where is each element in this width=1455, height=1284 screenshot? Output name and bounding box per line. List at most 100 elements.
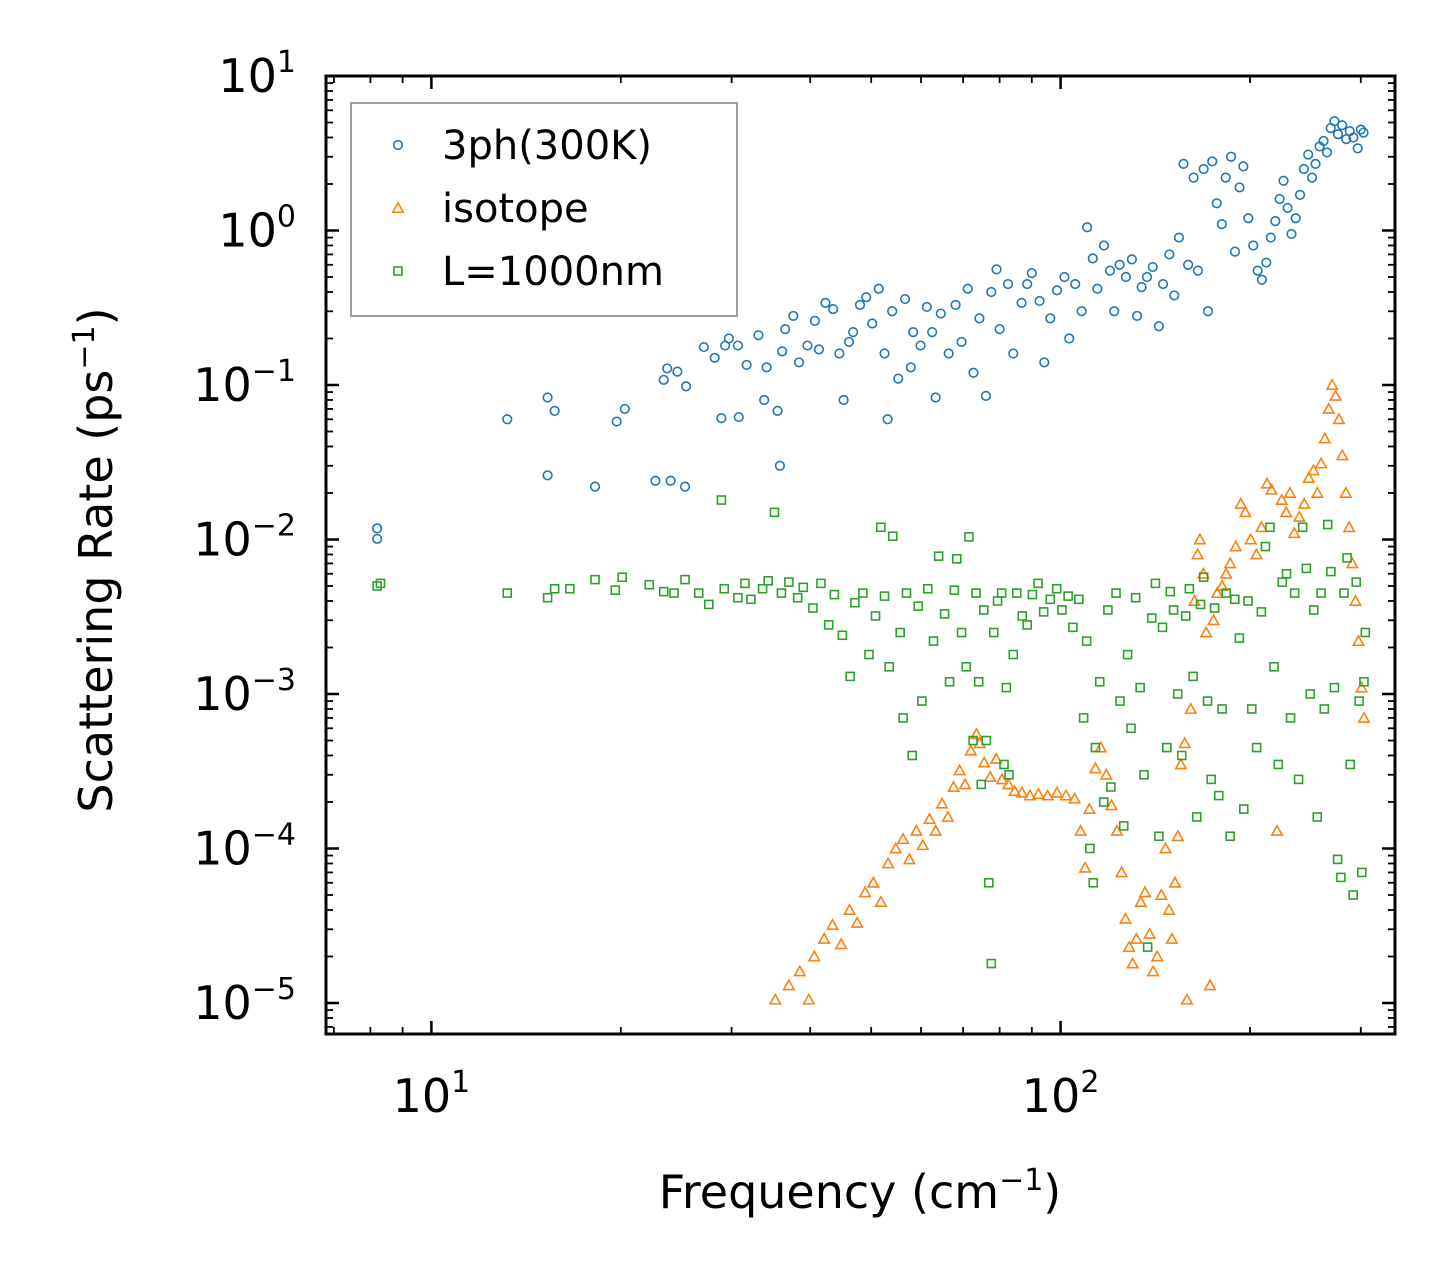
data-point — [1063, 591, 1073, 601]
data-point — [759, 394, 770, 406]
data-point — [981, 735, 992, 746]
data-point — [733, 592, 743, 603]
data-point — [1146, 964, 1160, 977]
data-point — [1243, 596, 1253, 606]
data-point — [994, 324, 1005, 335]
data-point — [913, 601, 924, 612]
data-point — [950, 299, 961, 310]
data-point — [375, 578, 386, 589]
data-point — [704, 599, 714, 610]
data-point — [784, 577, 794, 587]
legend-label: L=1000nm — [442, 249, 664, 295]
data-point — [733, 411, 744, 423]
data-point — [1033, 578, 1043, 589]
data-point — [1157, 622, 1168, 633]
data-point — [978, 605, 989, 615]
data-point — [372, 523, 383, 534]
data-point — [1281, 568, 1292, 579]
data-point — [1297, 522, 1308, 533]
data-point — [947, 780, 961, 792]
data-point — [1309, 605, 1319, 615]
data-point — [650, 475, 661, 486]
data-point — [893, 373, 904, 384]
data-point — [861, 292, 872, 303]
data-point — [1023, 788, 1037, 801]
data-point — [1234, 497, 1248, 509]
x-tick-label: 102 — [1022, 1065, 1100, 1123]
data-point — [1345, 759, 1356, 770]
data-point — [1203, 978, 1217, 991]
data-point — [887, 306, 898, 317]
data-point — [1070, 278, 1081, 290]
data-point — [1147, 261, 1158, 273]
data-point — [693, 588, 704, 598]
data-point — [870, 611, 881, 621]
y-axis-label: Scattering Rate (ps−1) — [67, 307, 123, 812]
data-point — [964, 743, 978, 756]
data-point — [1278, 175, 1289, 186]
data-point — [1082, 802, 1096, 815]
data-point — [898, 713, 908, 723]
data-point — [916, 838, 930, 851]
data-point — [1341, 134, 1352, 145]
data-point — [1088, 761, 1102, 774]
data-point — [1318, 431, 1332, 444]
data-point — [1094, 676, 1105, 687]
data-point — [858, 885, 872, 898]
data-point — [1223, 556, 1237, 569]
data-point — [1339, 486, 1353, 498]
data-point — [1051, 285, 1063, 296]
data-point — [1359, 676, 1369, 687]
legend-label: isotope — [442, 186, 589, 232]
data-point — [1332, 412, 1346, 425]
data-point — [879, 591, 890, 601]
data-point — [930, 392, 941, 403]
data-point — [1234, 633, 1245, 643]
data-point — [1256, 274, 1267, 285]
legend-square-marker — [393, 266, 403, 276]
data-point — [1252, 265, 1263, 276]
data-point — [1336, 872, 1346, 883]
data-point — [1337, 120, 1348, 131]
data-point — [907, 750, 918, 761]
data-point — [1169, 290, 1180, 301]
data-point — [1022, 278, 1033, 290]
data-point — [927, 326, 938, 338]
data-point — [952, 554, 962, 564]
data-point — [1351, 634, 1366, 647]
data-point — [939, 609, 950, 619]
data-point — [1270, 216, 1281, 227]
data-point — [964, 532, 974, 542]
data-point — [774, 460, 785, 471]
data-point — [1094, 740, 1108, 753]
data-point — [908, 326, 919, 338]
data-point — [996, 588, 1007, 598]
data-point — [542, 470, 553, 481]
data-point — [828, 303, 839, 315]
data-point — [854, 299, 866, 310]
data-point — [1027, 589, 1038, 600]
data-point — [834, 348, 845, 359]
data-point — [845, 671, 855, 682]
data-point — [1176, 750, 1187, 761]
data-point — [933, 551, 944, 561]
series-triangle-points — [768, 378, 1371, 1005]
data-point — [905, 362, 916, 373]
data-point — [1001, 682, 1012, 693]
x-axis-label: Frequency (cm−1) — [659, 1163, 1062, 1219]
data-point — [1292, 510, 1306, 522]
data-point — [941, 810, 955, 822]
data-point — [1321, 147, 1333, 158]
data-point — [740, 578, 750, 589]
data-point — [1038, 607, 1049, 617]
data-point — [1298, 163, 1309, 175]
data-point — [1154, 831, 1164, 842]
data-point — [889, 841, 903, 854]
data-point — [798, 582, 809, 593]
data-point — [1180, 992, 1194, 1005]
data-point — [502, 414, 513, 425]
data-point — [1106, 782, 1116, 792]
data-point — [1332, 854, 1343, 865]
data-point — [929, 824, 943, 836]
data-point — [958, 777, 972, 790]
